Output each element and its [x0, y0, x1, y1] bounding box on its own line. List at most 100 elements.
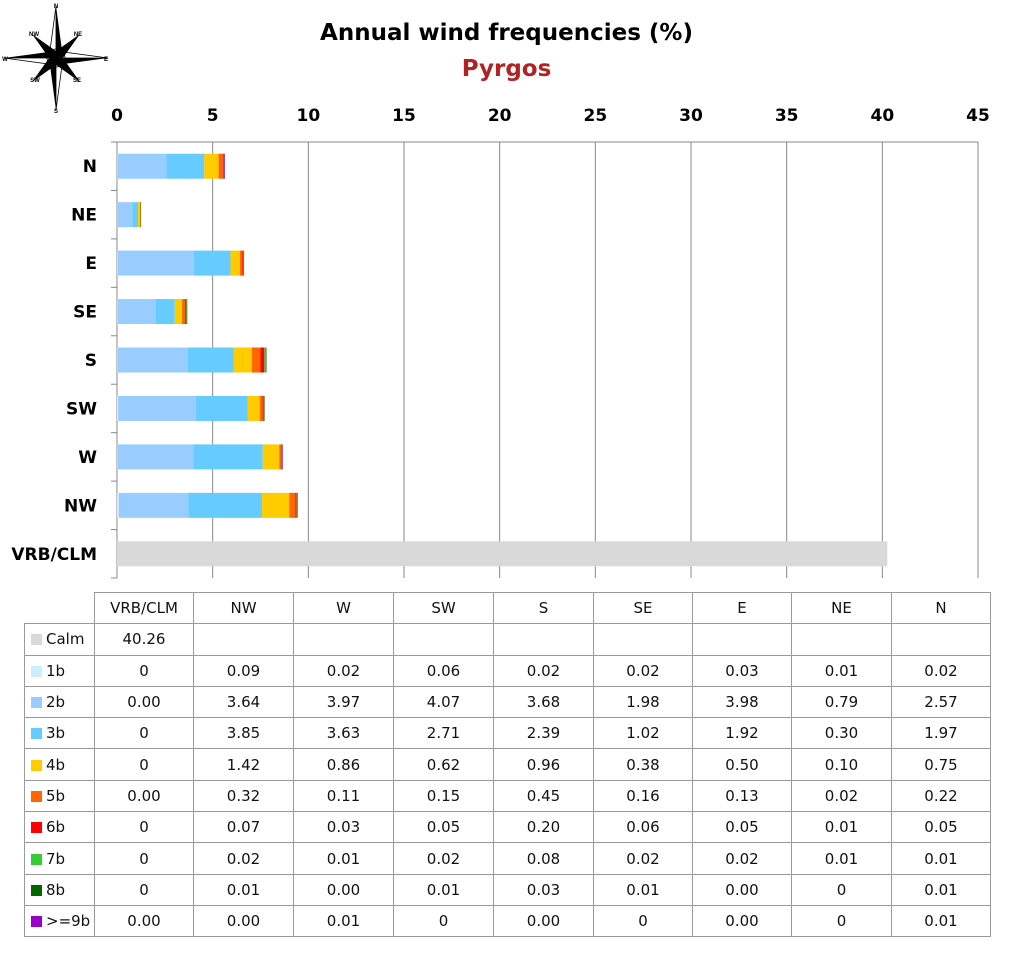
table-cell: 0.15: [393, 779, 494, 813]
legend-swatch: [31, 790, 42, 802]
bar-segment: [139, 202, 141, 228]
table-cell: 0.02: [593, 654, 693, 687]
bar-segment: [117, 444, 194, 470]
table-cell: 0.01: [193, 873, 294, 906]
table-cell: 1.92: [692, 717, 792, 750]
table-cell: 0.09: [193, 654, 294, 687]
legend-entry: 1b: [24, 654, 95, 687]
table-column-header: NW: [193, 591, 294, 625]
table-cell: 0.06: [393, 654, 494, 687]
x-tick-label: 15: [392, 106, 416, 126]
bar-segment: [186, 299, 187, 325]
table-cell: 0.01: [293, 842, 394, 875]
bar-segment: [262, 444, 280, 470]
bar-segment: [233, 347, 252, 373]
bar-segment: [188, 492, 263, 518]
table-cell: 0.01: [791, 811, 892, 844]
table-cell: 2.71: [393, 717, 494, 750]
legend-entry: 8b: [24, 873, 95, 906]
table-cell: 3.64: [193, 685, 294, 719]
table-cell: 0.08: [493, 842, 594, 875]
table-row: 8b 0 0.01 0.00 0.01 0.03 0.01 0.00 0 0.01: [24, 873, 991, 906]
legend-entry: >=9b: [24, 904, 95, 938]
data-table: VRB/CLM NW W SW S SE E NE N Calm 40.26 1b 0 0.09 0.02…: [24, 591, 991, 938]
table-cell: 0.01: [891, 873, 991, 906]
table-cell: 0.05: [393, 811, 494, 844]
compass-label-se: SE: [73, 78, 81, 84]
bar-segment: [117, 202, 133, 228]
y-tick-label: NW: [64, 496, 97, 516]
table-cell: 0.02: [891, 654, 991, 687]
table-cell: 0.00: [692, 873, 792, 906]
table-cell: 0.96: [493, 748, 594, 781]
x-tick-label: 0: [111, 106, 123, 126]
table-cell: 0: [94, 842, 194, 875]
table-cell: 0.20: [493, 811, 594, 844]
bar-segment: [230, 250, 241, 276]
table-row: 4b 0 1.42 0.86 0.62 0.96 0.38 0.50 0.10 0.75: [24, 748, 991, 781]
chart-title: Annual wind frequencies (%): [320, 20, 693, 46]
bar-segment: [196, 395, 248, 421]
table-cell: [891, 623, 991, 656]
table-cell: 0.00: [692, 904, 792, 938]
bar-segment: [281, 444, 282, 470]
x-tick-labels: 0 5 10 15 20 25 30 35 40 45: [111, 106, 990, 126]
bar-segment: [240, 250, 243, 276]
x-tick-label: 10: [296, 106, 320, 126]
table-column-header: E: [692, 591, 792, 625]
table-row: 6b 0 0.07 0.03 0.05 0.20 0.06 0.05 0.01 0.05: [24, 811, 991, 844]
legend-swatch: [31, 759, 42, 771]
bar-segment: [263, 395, 265, 421]
bar-segment: [263, 395, 265, 421]
bar-segment: [279, 444, 282, 470]
bar-segment: [282, 444, 283, 470]
table-corner: [24, 592, 95, 625]
table-cell: 0.05: [891, 811, 991, 844]
table-cell: [692, 623, 792, 656]
table-cell: 3.68: [493, 685, 594, 719]
legend-entry: 5b: [24, 779, 95, 813]
legend-label: Calm: [46, 630, 85, 649]
bar-segment: [204, 153, 219, 179]
table-cell: 0.01: [791, 842, 892, 875]
table-column-header: W: [293, 591, 394, 625]
table-cell: 0.00: [94, 904, 194, 938]
legend-entry: 4b: [24, 748, 95, 781]
table-cell: 0: [94, 873, 194, 906]
table-cell: 0.03: [293, 811, 394, 844]
table-cell: 0.01: [593, 873, 693, 906]
legend-label: 6b: [46, 818, 66, 837]
table-cell: 0.02: [593, 842, 693, 875]
table-row: 5b 0.00 0.32 0.11 0.15 0.45 0.16 0.13 0.02 0.22: [24, 779, 991, 813]
table-cell: 0.62: [393, 748, 494, 781]
table-column-header: VRB/CLM: [94, 591, 194, 625]
bar-segment: [118, 492, 189, 518]
bar-segment: [132, 202, 139, 228]
legend-label: 4b: [46, 755, 66, 774]
table-cell: [791, 623, 892, 656]
table-cell: 0.07: [193, 811, 294, 844]
table-cell: 0.00: [293, 873, 394, 906]
table-row: 7b 0 0.02 0.01 0.02 0.08 0.02 0.02 0.01 0.01: [24, 842, 991, 875]
table-cell: 0.02: [692, 842, 792, 875]
legend-swatch: [31, 697, 42, 709]
y-tick-label: W: [78, 448, 97, 468]
table-cell: 0.00: [493, 904, 594, 938]
table-cell: 0: [393, 904, 494, 938]
table-cell: 0.50: [692, 748, 792, 781]
table-cell: [293, 623, 394, 656]
table-cell: 0: [94, 811, 194, 844]
table-cell: 0.30: [791, 717, 892, 750]
table-cell: 3.98: [692, 685, 792, 719]
x-tick-label: 45: [966, 106, 990, 126]
legend-entry: Calm: [24, 623, 95, 656]
table-cell: 1.98: [593, 685, 693, 719]
bar-segment: [155, 299, 175, 325]
legend-label: 5b: [46, 786, 66, 805]
table-cell: 0.00: [94, 779, 194, 813]
table-cell: 0.32: [193, 779, 294, 813]
grid-lines: [212, 142, 979, 578]
bar-segment: [182, 299, 186, 325]
y-tick-label: SW: [66, 399, 97, 419]
table-cell: 0.22: [891, 779, 991, 813]
